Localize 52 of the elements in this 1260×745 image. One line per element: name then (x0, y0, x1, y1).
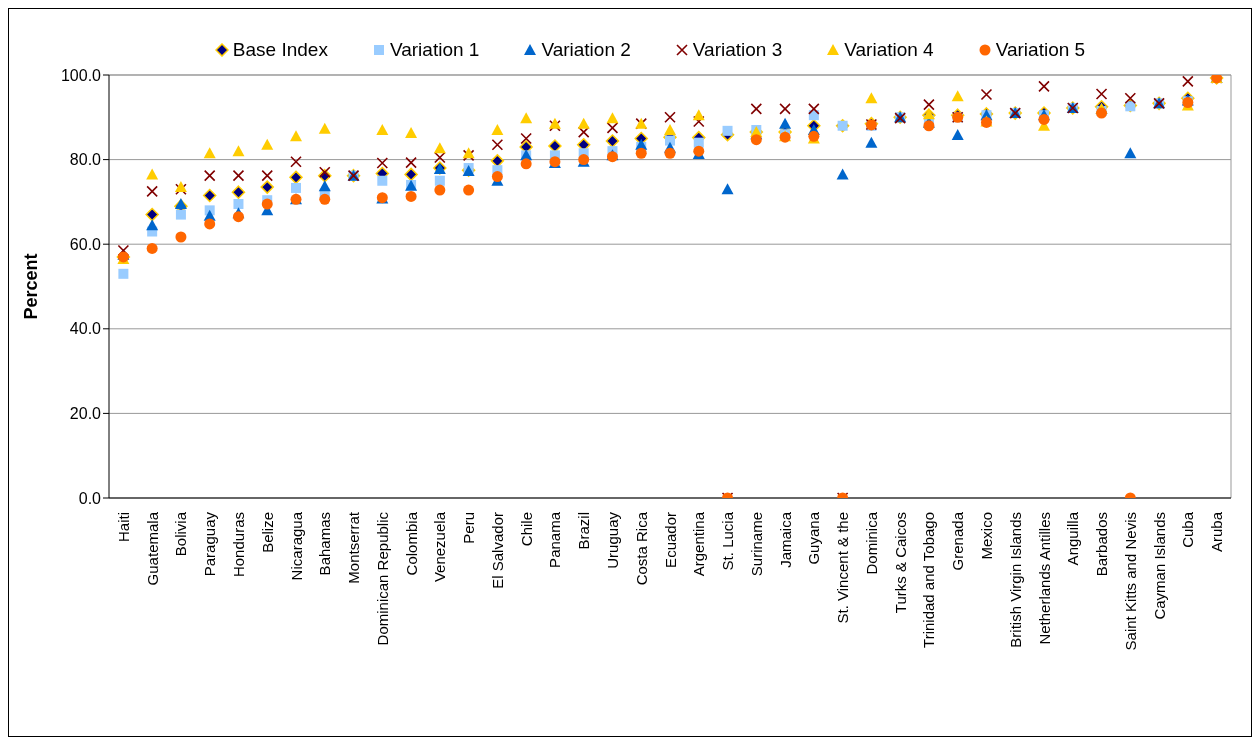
legend-label: Variation 3 (692, 39, 783, 61)
x-tick-label: Brazil (575, 512, 593, 550)
x-tick-label: Peru (460, 512, 478, 544)
y-tick-label: 40.0 (69, 320, 102, 338)
y-tick-label: 100.0 (60, 66, 102, 84)
x-tick-label: Jamaica (776, 511, 794, 568)
x-tick-label: Belize (258, 512, 276, 553)
x-tick-label: Barbados (1093, 512, 1111, 577)
y-tick-label: 80.0 (69, 151, 102, 169)
x-tick-label: British Virgin Islands (1006, 512, 1024, 648)
x-tick-label: Suriname (747, 512, 765, 577)
legend-label: Variation 2 (541, 39, 631, 61)
x-tick-label: Dominican Republic (373, 511, 391, 646)
y-tick-label: 60.0 (69, 235, 102, 253)
x-tick-label: El Salvador (488, 512, 506, 589)
x-tick-label: Haiti (114, 512, 132, 543)
x-tick-label: Dominica (862, 511, 880, 575)
x-tick-label: St. Lucia (719, 511, 737, 571)
x-tick-label: Turks & Caicos (891, 512, 909, 614)
x-tick-label: Nicaragua (287, 511, 305, 581)
legend-label: Variation 1 (389, 39, 480, 61)
x-tick-label: Honduras (229, 512, 247, 578)
x-tick-label: Chile (517, 512, 535, 547)
x-tick-label: Cuba (1179, 511, 1197, 548)
x-tick-label: Guyana (805, 511, 823, 565)
legend-label: Variation 4 (844, 39, 934, 61)
x-tick-label: Netherlands Antilles (1035, 512, 1053, 645)
x-tick-label: Saint Kitts and Nevis (1121, 512, 1139, 651)
x-tick-label: Colombia (402, 511, 420, 576)
x-tick-label: Uruguay (603, 511, 621, 569)
x-tick-label: Guatemala (143, 511, 161, 586)
x-tick-label: Mexico (977, 512, 995, 560)
x-tick-label: Ecuador (661, 512, 679, 568)
x-tick-label: Anguilla (1064, 511, 1082, 566)
y-axis-title: Percent (21, 253, 42, 320)
x-tick-label: St. Vincent & the (834, 512, 852, 624)
legend-label: Variation 5 (995, 39, 1086, 61)
y-tick-label: 0.0 (78, 489, 102, 507)
x-tick-label: Bahamas (316, 512, 334, 576)
x-tick-label: Bolivia (172, 511, 190, 557)
x-tick-label: Panama (546, 511, 564, 568)
x-tick-label: Costa Rica (632, 511, 650, 586)
x-tick-label: Aruba (1208, 511, 1226, 553)
x-tick-label: Argentina (690, 511, 708, 577)
x-tick-label: Trinidad and Tobago (920, 512, 938, 648)
x-tick-label: Cayman Islands (1150, 512, 1168, 620)
x-tick-label: Venezuela (431, 511, 449, 583)
x-tick-label: Grenada (949, 511, 967, 571)
x-tick-label: Paraguay (201, 511, 219, 577)
legend-label: Base Index (232, 39, 328, 61)
y-tick-label: 20.0 (69, 405, 102, 423)
x-tick-label: Montserrat (345, 511, 363, 584)
